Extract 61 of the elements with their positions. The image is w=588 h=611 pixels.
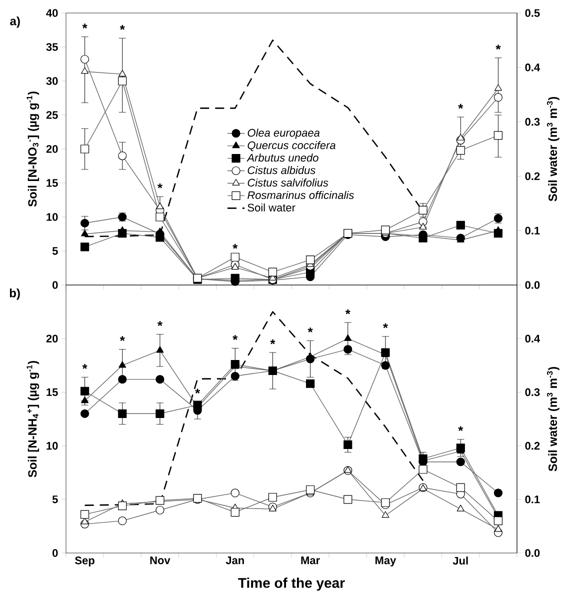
y2-tick-label: 0.2 (525, 172, 540, 180)
annotation: * (458, 104, 464, 109)
y2-tick-label: 0.5 (525, 9, 540, 17)
annotation: * (270, 339, 276, 344)
annotation: * (120, 25, 125, 30)
y2-tick-label: 0.4 (525, 334, 540, 342)
y-tick-label: 30 (46, 77, 58, 85)
y2-tick-label: 0.1 (525, 496, 540, 504)
annotation: * (82, 364, 88, 369)
legend-label: Arbutus unedo (246, 154, 318, 162)
y2-tick-label: 0.0 (525, 549, 540, 557)
x-tick-label: Sep (75, 556, 94, 566)
chart-title: a) (10, 16, 20, 28)
legend-label: Rosmarinus officinalis (248, 190, 354, 200)
y-tick-label: 15 (46, 388, 58, 396)
y-axis-title: Soil [N-NH$_{4}$$^{+}$] (µg g$^{-1}$) (26, 360, 40, 478)
y-tick-label: 10 (46, 213, 58, 221)
y-tick-label: 0 (52, 549, 58, 557)
annotation: * (232, 244, 238, 249)
annotation: * (458, 426, 464, 432)
x-tick-label: Jan (226, 556, 244, 564)
annotation: * (345, 309, 350, 314)
legend-label: Soil water (248, 203, 296, 212)
y-tick-label: 5 (52, 247, 58, 255)
y2-tick-label: 0.3 (525, 118, 540, 126)
y2-tick-label: 0.3 (525, 388, 540, 396)
annotation: * (496, 44, 501, 50)
y2-axis-title: Soil water (m$^{3}$ m$^{-3}$) (546, 96, 560, 202)
y2-tick-label: 0.4 (525, 64, 540, 72)
x-tick-label: Jul (452, 556, 468, 565)
annotation: * (157, 321, 162, 326)
legend-label: Olea europaea (248, 128, 320, 139)
y-tick-label: 35 (46, 43, 58, 51)
x-tick-label: May (375, 556, 396, 566)
y-tick-label: 20 (46, 145, 58, 153)
y2-axis-title: Soil water (m$^{3}$ m$^{-3}$) (546, 366, 560, 472)
legend-label: Cistus albidus (248, 166, 316, 174)
y-tick-label: 20 (46, 334, 58, 342)
legend-label: Quercus coccifera (248, 141, 336, 152)
y2-tick-label: 0.2 (525, 442, 540, 450)
annotation: * (308, 328, 313, 332)
x-axis-title: Time of the year (238, 578, 345, 591)
annotation: * (120, 336, 125, 342)
annotation: * (195, 388, 200, 394)
y-tick-label: 0 (52, 281, 58, 289)
y2-tick-label: 0.1 (525, 226, 540, 234)
annotation: * (82, 24, 88, 28)
x-tick-label: Nov (150, 556, 170, 564)
annotation: * (157, 183, 162, 188)
legend-label: Cistus salvifolius (248, 178, 328, 187)
y-tick-label: 15 (46, 179, 58, 187)
y-tick-label: 5 (52, 496, 58, 504)
annotation: * (382, 323, 388, 328)
y-tick-label: 40 (46, 9, 58, 17)
chart-title: b) (10, 288, 20, 300)
x-tick-label: Mar (301, 556, 320, 564)
y-tick-label: 10 (46, 442, 58, 450)
annotation: * (232, 335, 238, 340)
y2-tick-label: 0.0 (525, 281, 540, 289)
y-tick-label: 25 (46, 111, 58, 119)
y-axis-title: Soil [N-NO$_{3}$$^{-}$] (µg g$^{-1}$) (26, 92, 40, 207)
